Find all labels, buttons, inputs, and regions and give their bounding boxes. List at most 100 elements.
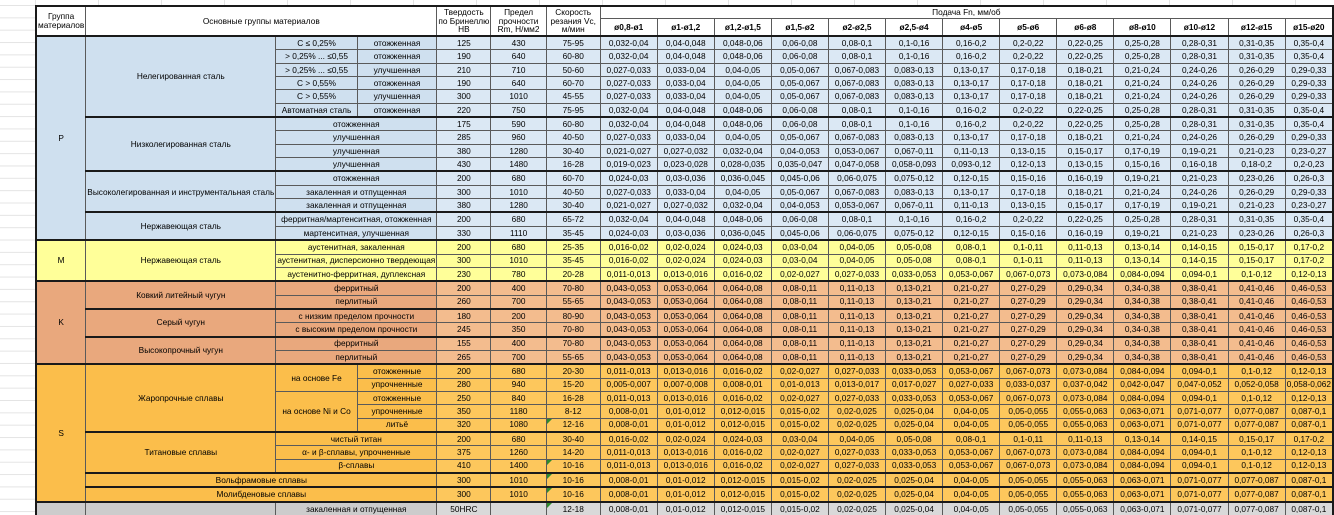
material-cell[interactable]: отожженные — [356, 363, 438, 379]
feed-cell[interactable]: 0,26-0,3 — [1284, 170, 1334, 186]
feed-cell[interactable]: 0,073-0,084 — [1056, 390, 1115, 406]
feed-cell[interactable]: 0,41-0,46 — [1227, 349, 1286, 365]
feed-cell[interactable]: 0,048-0,06 — [713, 102, 772, 118]
feed-cell[interactable]: 0,08-0,11 — [770, 280, 829, 296]
feed-cell[interactable]: 0,033-0,053 — [885, 445, 944, 460]
feed-cell[interactable]: 0,077-0,087 — [1227, 500, 1286, 515]
header-hardness[interactable]: Твердость по Бринеллю HB — [436, 5, 492, 37]
material-cell[interactable]: аустенитная, закаленная — [275, 239, 438, 255]
feed-cell[interactable]: 0,067-0,083 — [827, 184, 887, 200]
feed-cell[interactable]: 0,17-0,18 — [999, 184, 1058, 200]
tensile-cell[interactable]: 200 — [490, 307, 547, 324]
feed-cell[interactable]: 0,29-0,33 — [1284, 130, 1334, 145]
cutting-speed-cell[interactable]: 8-12 — [545, 404, 601, 419]
feed-cell[interactable]: 0,047-0,052 — [1170, 377, 1229, 392]
hardness-cell[interactable]: 200 — [436, 430, 492, 447]
tensile-cell[interactable]: 1400 — [490, 458, 547, 474]
feed-cell[interactable]: 0,13-0,14 — [1113, 239, 1172, 255]
hardness-cell[interactable]: 330 — [436, 225, 492, 241]
feed-cell[interactable]: 0,027-0,033 — [827, 445, 887, 460]
cutting-speed-cell[interactable]: 65-72 — [545, 211, 601, 227]
hardness-cell[interactable]: 430 — [436, 157, 492, 172]
feed-cell[interactable]: 0,043-0,053 — [599, 307, 658, 324]
feed-cell[interactable]: 0,12-0,13 — [1284, 363, 1334, 379]
material-cell[interactable]: отожженная — [275, 116, 438, 132]
feed-cell[interactable]: 0,04-0,05 — [827, 239, 887, 255]
feed-cell[interactable]: 0,08-0,1 — [827, 102, 887, 118]
feed-cell[interactable]: 0,015-0,02 — [770, 500, 829, 515]
feed-cell[interactable]: 0,032-0,04 — [599, 35, 658, 51]
feed-cell[interactable]: 0,18-0,21 — [1056, 62, 1115, 78]
feed-cell[interactable]: 0,25-0,28 — [1113, 102, 1172, 118]
feed-cell[interactable]: 0,13-0,17 — [942, 89, 1001, 104]
feed-cell[interactable]: 0,29-0,34 — [1056, 322, 1115, 338]
feed-cell[interactable]: 0,016-0,02 — [599, 430, 658, 447]
material-cell[interactable]: Серый чугун — [85, 307, 277, 338]
hardness-cell[interactable]: 245 — [436, 322, 492, 338]
tensile-cell[interactable]: 1010 — [490, 253, 547, 268]
feed-cell[interactable]: 0,41-0,46 — [1227, 280, 1286, 296]
feed-cell[interactable]: 0,04-0,048 — [656, 35, 715, 51]
hardness-cell[interactable]: 375 — [436, 445, 492, 460]
feed-cell[interactable]: 0,015-0,02 — [770, 471, 829, 488]
material-cell[interactable]: Высокопрочный чугун — [85, 335, 277, 365]
feed-cell[interactable]: 0,28-0,31 — [1170, 35, 1229, 51]
feed-cell[interactable]: 0,011-0,013 — [599, 390, 658, 406]
feed-cell[interactable]: 0,064-0,08 — [713, 307, 772, 324]
feed-cell[interactable]: 0,021-0,027 — [599, 198, 658, 213]
material-cell[interactable]: C > 0,55% — [275, 76, 358, 91]
hardness-cell[interactable]: 210 — [436, 62, 492, 78]
hardness-cell[interactable]: 410 — [436, 458, 492, 474]
feed-cell[interactable]: 0,34-0,38 — [1113, 307, 1172, 324]
feed-cell[interactable]: 0,03-0,04 — [770, 430, 829, 447]
feed-cell[interactable]: 0,053-0,064 — [656, 307, 715, 324]
feed-cell[interactable]: 0,037-0,042 — [1056, 377, 1115, 392]
feed-cell[interactable]: 0,21-0,27 — [942, 322, 1001, 338]
feed-cell[interactable]: 0,064-0,08 — [713, 280, 772, 296]
feed-cell[interactable]: 0,08-0,1 — [827, 49, 887, 64]
feed-cell[interactable]: 0,38-0,41 — [1170, 322, 1229, 338]
feed-cell[interactable]: 0,02-0,024 — [656, 430, 715, 447]
hardness-cell[interactable]: 125 — [436, 35, 492, 51]
feed-cell[interactable]: 0,1-0,12 — [1227, 363, 1286, 379]
feed-cell[interactable]: 0,12-0,13 — [1284, 390, 1334, 406]
cutting-speed-cell[interactable]: 14-20 — [545, 445, 601, 460]
feed-cell[interactable]: 0,26-0,29 — [1227, 130, 1286, 145]
feed-cell[interactable]: 0,032-0,04 — [713, 143, 772, 159]
material-cell[interactable]: упрочненные — [356, 377, 438, 392]
feed-cell[interactable]: 0,013-0,016 — [656, 390, 715, 406]
feed-cell[interactable]: 0,05-0,055 — [999, 417, 1058, 433]
feed-cell[interactable]: 0,21-0,27 — [942, 349, 1001, 365]
feed-cell[interactable]: 0,35-0,4 — [1284, 211, 1334, 227]
feed-cell[interactable]: 0,02-0,027 — [770, 458, 829, 474]
feed-cell[interactable]: 0,17-0,19 — [1113, 198, 1172, 213]
cutting-speed-cell[interactable]: 15-20 — [545, 377, 601, 392]
feed-cell[interactable]: 0,027-0,033 — [599, 76, 658, 91]
material-cell[interactable]: > 0,25% ... ≤0,55 — [275, 62, 358, 78]
tensile-cell[interactable]: 640 — [490, 76, 547, 91]
feed-cell[interactable]: 0,032-0,04 — [599, 211, 658, 227]
feed-cell[interactable]: 0,12-0,13 — [1284, 266, 1334, 282]
feed-cell[interactable]: 0,053-0,064 — [656, 294, 715, 310]
material-cell[interactable]: на основе Ni и Co — [275, 390, 358, 433]
feed-cell[interactable]: 0,084-0,094 — [1113, 390, 1172, 406]
feed-cell[interactable]: 0,19-0,21 — [1113, 225, 1172, 241]
material-cell[interactable]: с высоким пределом прочности — [275, 322, 438, 338]
feed-cell[interactable]: 0,1-0,16 — [885, 102, 944, 118]
feed-cell[interactable]: 0,03-0,04 — [770, 253, 829, 268]
tensile-cell[interactable]: 680 — [490, 211, 547, 227]
feed-cell[interactable]: 0,13-0,15 — [1056, 157, 1115, 172]
feed-cell[interactable]: 0,025-0,04 — [885, 471, 944, 488]
feed-cell[interactable]: 0,21-0,23 — [1227, 198, 1286, 213]
feed-cell[interactable]: 0,26-0,29 — [1227, 62, 1286, 78]
feed-cell[interactable]: 0,02-0,024 — [656, 253, 715, 268]
feed-cell[interactable]: 0,03-0,036 — [656, 225, 715, 241]
feed-cell[interactable]: 0,41-0,46 — [1227, 294, 1286, 310]
feed-cell[interactable]: 0,027-0,033 — [827, 458, 887, 474]
feed-cell[interactable]: 0,16-0,2 — [942, 211, 1001, 227]
feed-cell[interactable]: 0,06-0,075 — [827, 225, 887, 241]
feed-cell[interactable]: 0,08-0,11 — [770, 349, 829, 365]
feed-cell[interactable]: 0,047-0,058 — [827, 157, 887, 172]
cutting-speed-cell[interactable]: 55-65 — [545, 294, 601, 310]
feed-col-header[interactable]: ø10-ø12 — [1170, 18, 1229, 37]
